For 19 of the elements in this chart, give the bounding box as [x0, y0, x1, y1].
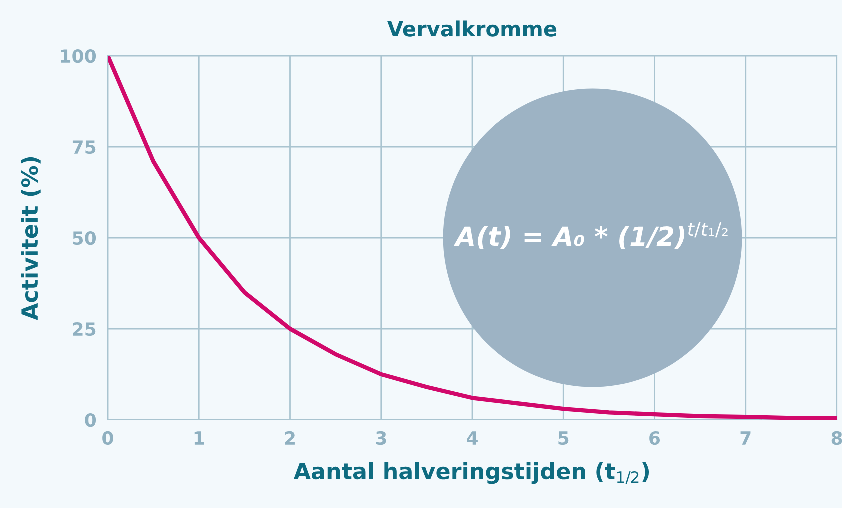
x-tick-label: 7 — [740, 432, 751, 445]
annotation: A(t) = A₀ * (1/2)$^{t/t₁/₂}$ — [454, 222, 728, 250]
y-axis-title: Activiteit (%) — [21, 157, 41, 320]
y-tick-label: 50 — [73, 231, 96, 246]
x-tick-label: 8 — [832, 431, 842, 446]
x-tick-label: 3 — [376, 431, 386, 446]
x-tick-label: 1 — [194, 432, 204, 445]
chart-title: Vervalkromme — [388, 20, 557, 37]
x-tick-label: 4 — [467, 432, 478, 445]
x-tick-label: 6 — [650, 431, 660, 446]
x-tick-label: 5 — [558, 432, 569, 446]
y-tick-label: 0 — [85, 413, 96, 428]
x-axis-title: Aantal halveringstijden (t$_{1/2}$) — [294, 462, 650, 484]
line-series — [108, 56, 837, 420]
y-tick-label: 100 — [61, 49, 96, 64]
y-tick-label: 75 — [72, 140, 96, 154]
x-tick-label: 0 — [102, 431, 114, 446]
y-tick-label: 25 — [73, 322, 96, 336]
x-tick-label: 2 — [285, 431, 295, 445]
